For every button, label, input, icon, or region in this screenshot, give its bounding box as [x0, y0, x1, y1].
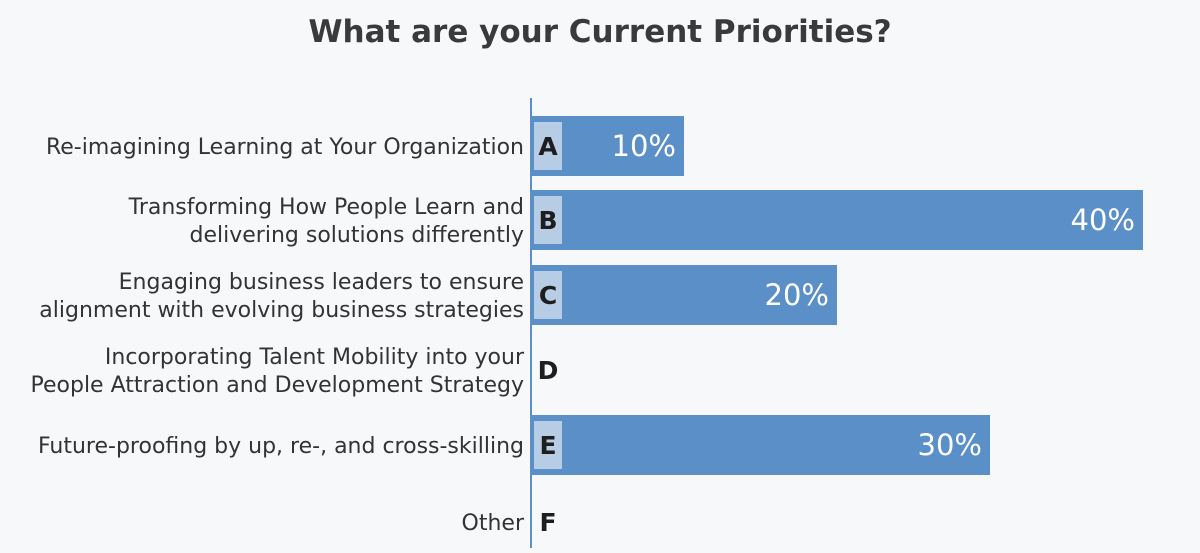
category-label-b-line-1: Transforming How People Learn and	[128, 195, 524, 220]
category-letter-d: D	[538, 356, 559, 385]
category-label-c-line-2: alignment with evolving business strateg…	[39, 298, 524, 323]
category-letter-c: C	[539, 281, 557, 310]
value-label-b: 40%	[1071, 203, 1135, 237]
category-letter-a: A	[538, 132, 558, 161]
category-letter-e: E	[539, 431, 556, 460]
value-label-c: 20%	[765, 278, 829, 312]
bar-c	[531, 265, 837, 325]
value-label-e: 30%	[918, 428, 982, 462]
category-label-a: Re-imagining Learning at Your Organizati…	[46, 135, 524, 160]
bar-e	[531, 415, 990, 475]
category-label-c-line-1: Engaging business leaders to ensure	[119, 270, 524, 295]
category-label-f: Other	[462, 511, 525, 536]
category-label-d-line-2: People Attraction and Development Strate…	[31, 373, 525, 398]
category-label-d-line-1: Incorporating Talent Mobility into your	[105, 345, 525, 370]
letter-box-a	[534, 122, 562, 170]
letter-box-e	[534, 421, 562, 469]
bar-b	[531, 190, 1143, 250]
letter-box-c	[534, 271, 562, 319]
value-label-a: 10%	[612, 129, 676, 163]
chart-title: What are your Current Priorities?	[308, 14, 892, 50]
category-label-e: Future-proofing by up, re-, and cross-sk…	[38, 434, 524, 459]
category-letter-b: B	[538, 206, 557, 235]
category-letter-f: F	[539, 508, 556, 537]
letter-box-b	[534, 196, 562, 244]
category-label-b-line-2: delivering solutions differently	[190, 223, 524, 248]
